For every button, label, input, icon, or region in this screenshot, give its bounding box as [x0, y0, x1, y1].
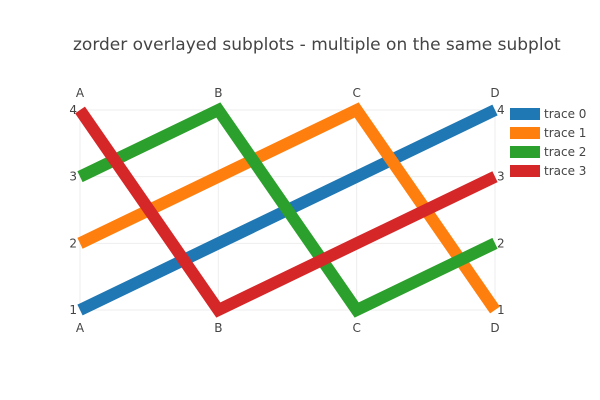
legend-item-trace-3[interactable]: trace 3 — [510, 164, 586, 178]
x-tick-label-bottom: A — [76, 321, 85, 335]
legend-item-trace-2[interactable]: trace 2 — [510, 145, 586, 159]
x-tick-label-bottom: B — [214, 321, 222, 335]
series-line-trace-2[interactable] — [77, 102, 498, 318]
series-line-trace-3[interactable] — [75, 106, 498, 318]
legend[interactable]: trace 0 trace 1 trace 2 trace 3 — [510, 107, 586, 178]
y-tick-label-left: 4 — [69, 103, 77, 117]
x-tick-label-bottom: D — [490, 321, 499, 335]
y-tick-label-left: 1 — [69, 303, 77, 317]
y-tick-label-left: 2 — [69, 236, 77, 250]
legend-label: trace 1 — [544, 126, 586, 140]
legend-label: trace 0 — [544, 107, 586, 121]
series-layer — [75, 102, 500, 318]
legend-label: trace 3 — [544, 164, 586, 178]
x-tick-label-top: D — [490, 86, 499, 100]
x-tick-label-top: A — [76, 86, 85, 100]
grid — [79, 109, 496, 311]
y-tick-label-right: 4 — [497, 103, 505, 117]
legend-label: trace 2 — [544, 145, 586, 159]
x-tick-label-top: B — [214, 86, 222, 100]
axes: A A B B C C D D 1 2 3 4 1 2 3 4 — [69, 86, 504, 335]
y-tick-label-left: 3 — [69, 170, 77, 184]
y-tick-label-right: 2 — [497, 236, 505, 250]
x-tick-label-bottom: C — [352, 321, 360, 335]
legend-item-trace-1[interactable]: trace 1 — [510, 126, 586, 140]
legend-item-trace-0[interactable]: trace 0 — [510, 107, 586, 121]
chart-title: zorder overlayed subplots - multiple on … — [73, 35, 561, 55]
y-tick-label-right: 3 — [497, 170, 505, 184]
x-tick-label-top: C — [352, 86, 360, 100]
y-tick-label-right: 1 — [497, 303, 505, 317]
